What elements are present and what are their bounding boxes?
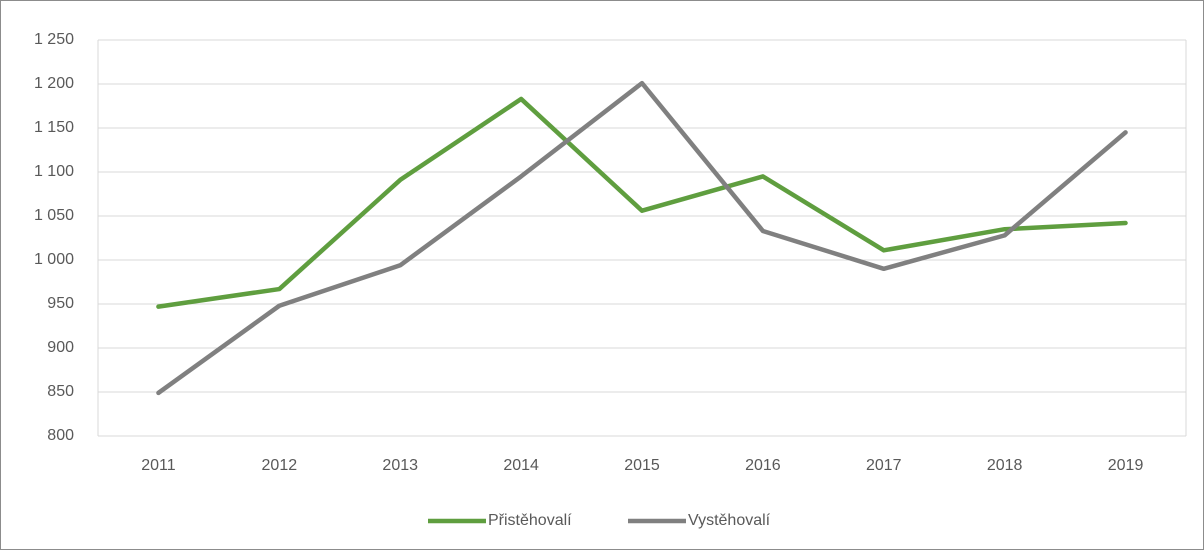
legend-label: Přistěhovalí [488, 512, 572, 529]
x-tick-label: 2014 [503, 457, 539, 474]
x-tick-label: 2016 [745, 457, 781, 474]
legend-label: Vystěhovalí [688, 512, 771, 529]
y-tick-label: 900 [47, 339, 74, 356]
series-line [156, 80, 1128, 396]
y-tick-label: 800 [47, 427, 74, 444]
y-tick-label: 1 050 [34, 207, 74, 224]
y-tick-label: 1 200 [34, 75, 74, 92]
y-tick-label: 950 [47, 295, 74, 312]
y-tick-label: 1 000 [34, 251, 74, 268]
x-tick-label: 2015 [624, 457, 660, 474]
x-tick-label: 2012 [262, 457, 298, 474]
y-tick-label: 1 100 [34, 163, 74, 180]
series-line [156, 96, 1128, 309]
x-tick-label: 2011 [141, 457, 176, 474]
x-tick-label: 2017 [866, 457, 902, 474]
x-tick-label: 2018 [987, 457, 1023, 474]
x-tick-label: 2013 [382, 457, 418, 474]
y-tick-label: 1 250 [34, 31, 74, 48]
y-tick-label: 1 150 [34, 119, 74, 136]
x-tick-label: 2019 [1108, 457, 1144, 474]
y-tick-label: 850 [47, 383, 74, 400]
